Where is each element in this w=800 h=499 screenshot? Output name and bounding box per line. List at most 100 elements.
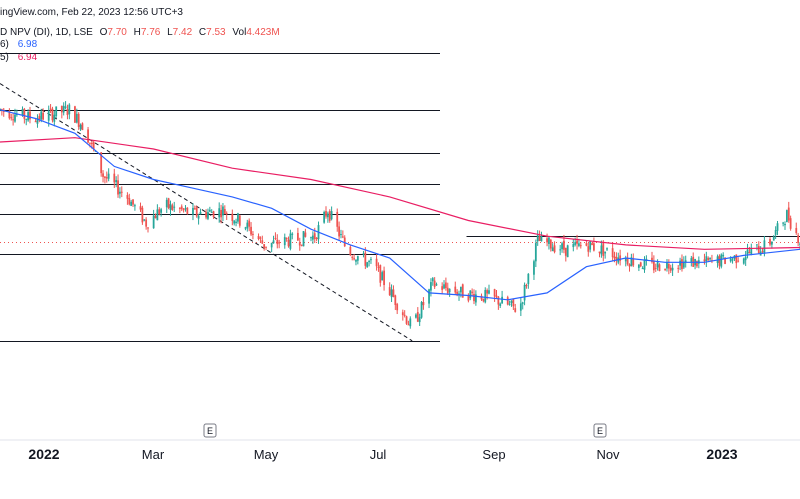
candle-body	[533, 261, 535, 275]
open-label: O	[100, 27, 108, 38]
candle-body	[709, 257, 711, 260]
candle-body	[364, 252, 367, 266]
candle-body	[362, 253, 365, 255]
x-axis-tick-label: 2023	[706, 446, 737, 462]
candle-body	[199, 211, 202, 215]
candle-body	[538, 236, 541, 241]
candle-body	[666, 262, 668, 269]
ma-fast-label: 6)	[0, 39, 9, 50]
candle-body	[208, 209, 211, 212]
candle-body	[482, 298, 485, 302]
trendline-layer[interactable]	[0, 83, 413, 342]
candle-body	[79, 124, 82, 130]
candle-body	[409, 318, 412, 327]
candle-body	[167, 198, 170, 208]
candle-body	[722, 254, 725, 257]
candle-body	[559, 249, 562, 251]
candle-body	[443, 284, 445, 289]
candle-body	[416, 312, 419, 322]
candle-body	[244, 227, 247, 229]
horizontal-levels[interactable]	[0, 53, 800, 342]
candle-body	[405, 316, 408, 324]
candle-body	[315, 237, 318, 240]
candle-body	[113, 173, 116, 183]
candle-body	[81, 123, 84, 131]
candle-body	[720, 254, 723, 267]
candle-body	[510, 300, 513, 304]
candle-body	[74, 106, 76, 123]
candle-body	[486, 290, 489, 294]
candle-body	[42, 112, 44, 120]
candle-body	[25, 119, 28, 121]
candle-body	[390, 289, 393, 298]
candle-body	[126, 195, 129, 199]
candle-body	[355, 259, 357, 262]
candle-body	[624, 258, 627, 262]
candle-body	[283, 237, 286, 246]
candle-body	[12, 119, 15, 121]
candle-body	[328, 211, 331, 221]
ma-slow-label: 5)	[0, 52, 9, 63]
candle-body	[456, 291, 459, 296]
candle-body	[770, 241, 773, 245]
candle-body	[643, 259, 646, 270]
candle-body	[92, 141, 95, 150]
x-axis-tick-label: Sep	[482, 447, 505, 462]
candle-body	[60, 105, 63, 113]
candle-body	[289, 233, 292, 249]
candle-body	[593, 243, 595, 251]
candle-body	[326, 213, 329, 218]
candle-body	[651, 257, 653, 263]
candle-body	[263, 244, 266, 248]
candle-body	[756, 244, 758, 246]
candle-body	[285, 237, 288, 240]
candle-body	[49, 108, 52, 110]
candle-body	[349, 246, 352, 256]
candle-body	[152, 215, 155, 229]
candle-body	[353, 258, 355, 260]
candle-body	[521, 302, 524, 304]
candle-body	[501, 296, 504, 304]
candle-body	[368, 261, 370, 263]
candle-body	[182, 208, 185, 211]
candle-body	[473, 293, 475, 302]
candle-body	[270, 242, 273, 248]
candle-body	[585, 243, 588, 246]
candle-body	[160, 209, 163, 213]
volume-value: 4.423M	[246, 27, 279, 38]
candle-body	[55, 106, 58, 116]
candle-body	[302, 231, 305, 247]
candle-body	[210, 211, 213, 213]
x-axis-labels: 2022 Mar May Jul Sep Nov 2023	[28, 446, 737, 462]
candle-body	[525, 285, 528, 287]
candle-body	[330, 211, 333, 220]
candle-body	[549, 239, 552, 249]
ma-fast-value: 6.98	[18, 39, 38, 50]
candle-body	[298, 242, 301, 246]
candle-body	[313, 233, 316, 239]
candle-body	[143, 219, 146, 221]
candle-body	[220, 209, 222, 218]
candle-body	[212, 211, 215, 218]
candle-body	[551, 247, 554, 252]
candle-body	[703, 259, 706, 262]
candle-body	[274, 237, 277, 239]
candle-body	[748, 251, 751, 253]
candle-body	[604, 251, 607, 254]
candle-body	[29, 111, 31, 120]
candle-body	[742, 258, 745, 264]
candle-body	[637, 264, 640, 268]
candle-body	[499, 303, 502, 307]
candle-body	[259, 237, 262, 239]
candle-body	[154, 215, 157, 219]
candle-body	[613, 256, 616, 259]
candle-body	[566, 245, 569, 258]
candle-body	[64, 106, 67, 108]
candle-body	[310, 237, 312, 239]
candle-body	[669, 267, 672, 271]
candle-body	[795, 227, 798, 233]
candle-body	[237, 213, 239, 222]
candle-body	[225, 213, 228, 215]
